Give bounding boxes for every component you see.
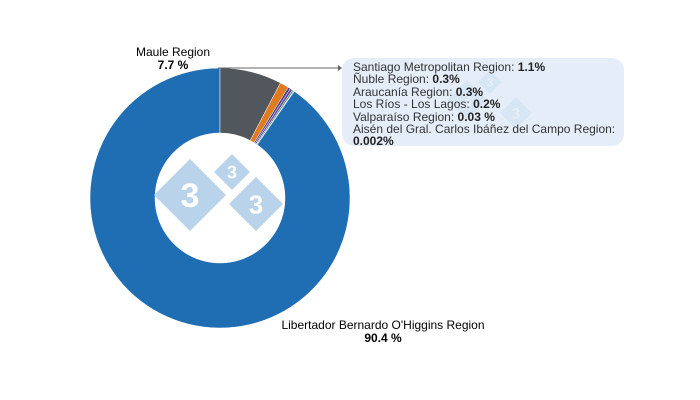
label-maule-value: 7.7 %	[157, 58, 189, 72]
donut-slices	[89, 67, 351, 329]
callout-box	[342, 58, 624, 146]
callout-entry: Ñuble Region: 0.3%	[353, 73, 615, 85]
watermark-diamond: 3	[214, 154, 250, 190]
svg-text:3: 3	[181, 177, 200, 215]
callout-entry-label: Araucanía Region:	[353, 84, 456, 99]
callout-entry-value: 0.3%	[432, 72, 460, 87]
label-ohiggins-name: Libertador Bernardo O'Higgins Region	[281, 318, 485, 332]
svg-text:3: 3	[227, 162, 237, 182]
callout-entry-value: 1.1%	[517, 60, 546, 74]
svg-text:3: 3	[249, 189, 263, 219]
callout-entry: Santiago Metropolitan Region: 1.1%	[353, 61, 615, 73]
callout-entry-value: 0.3%	[455, 84, 484, 99]
callout-entry-label: Ñuble Region:	[353, 72, 433, 87]
callout-entry-label: Aisén del Gral. Carlos Ibáñez del Campo …	[353, 122, 616, 137]
callout-entry-value: 0.03 %	[457, 109, 495, 124]
callout-entry: Araucanía Region: 0.3%	[353, 86, 615, 98]
callout-lines: Santiago Metropolitan Region: 1.1% Ñuble …	[353, 61, 615, 148]
callout-entry: Valparaíso Region: 0.03 %	[353, 109, 615, 124]
callout-entry: Los Ríos - Los Lagos: 0.2%	[353, 98, 615, 110]
slice-libertador-bernardo-o-higgins-region	[89, 67, 351, 329]
callout-entry-label: Los Ríos - Los Lagos:	[353, 97, 474, 112]
watermark-diamond: 3	[154, 159, 226, 231]
callout-entry-label: Santiago Metropolitan Region:	[353, 60, 518, 74]
callout-entry-value: 0.002%	[353, 134, 394, 149]
watermark-diamond: 3	[229, 177, 283, 231]
data-label-maule: Maule Region 7.7 %	[120, 46, 226, 72]
data-label-ohiggins: Libertador Bernardo O'Higgins Region 90.…	[268, 319, 498, 345]
slice-ais-n-del-gral-carlos-ib-ez-del-campo-region	[256, 90, 295, 146]
callout-entry: Aisén del Gral. Carlos Ibáñez del Campo …	[353, 123, 615, 148]
callout-entry-value: 0.2%	[473, 97, 501, 112]
callout-leader-arrow	[338, 65, 342, 71]
label-ohiggins-value: 90.4 %	[364, 331, 402, 345]
callout-entry-label: Valparaíso Region:	[353, 109, 458, 124]
label-maule-name: Maule Region	[135, 45, 211, 59]
